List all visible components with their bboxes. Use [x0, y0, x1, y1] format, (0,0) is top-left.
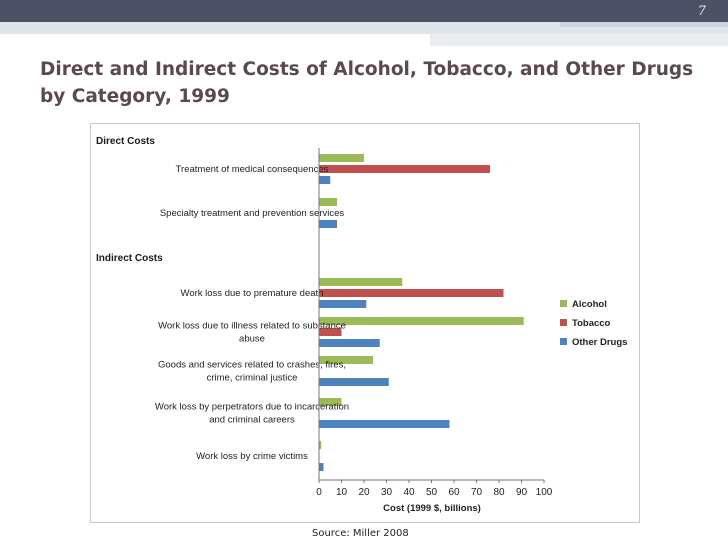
legend-label: Alcohol	[572, 299, 607, 310]
bar-other-drugs	[319, 220, 337, 228]
bar-tobacco	[319, 165, 490, 173]
x-tick-label: 70	[471, 487, 483, 498]
legend-label: Tobacco	[572, 318, 611, 329]
category-label: Work loss due to premature death	[181, 288, 324, 299]
bar-other-drugs	[319, 339, 380, 347]
x-tick-label: 0	[316, 487, 322, 498]
x-tick-label: 80	[493, 487, 505, 498]
category-label: crime, criminal justice	[207, 373, 298, 384]
x-tick-label: 40	[403, 487, 415, 498]
x-tick-label: 20	[358, 487, 370, 498]
group-label: Direct Costs	[96, 136, 155, 147]
bar-other-drugs	[319, 176, 331, 184]
x-tick-label: 100	[536, 487, 553, 498]
bar-other-drugs	[319, 420, 450, 428]
category-label: Work loss by crime victims	[196, 451, 308, 462]
bar-tobacco	[319, 289, 504, 297]
slide-title: Direct and Indirect Costs of Alcohol, To…	[40, 59, 694, 107]
bar-alcohol	[319, 356, 373, 364]
category-label: and criminal careers	[209, 415, 295, 426]
bar-alcohol	[319, 398, 342, 406]
cost-bar-chart: Direct Costs Indirect Costs Treatment of …	[90, 123, 640, 523]
bar-tobacco	[319, 328, 342, 336]
category-label: Goods and services related to crashes, f…	[158, 360, 346, 371]
slide-header-bar	[0, 0, 728, 22]
bar-alcohol	[319, 441, 322, 449]
x-tick-label: 50	[426, 487, 438, 498]
x-tick-label: 60	[448, 487, 460, 498]
bar-other-drugs	[319, 463, 324, 471]
bar-alcohol	[319, 198, 337, 206]
x-tick-label: 10	[336, 487, 348, 498]
slide-number: 7	[697, 4, 706, 19]
header-stripe-lower	[430, 34, 728, 46]
legend-label: Other Drugs	[572, 337, 627, 348]
header-stripe-accent	[560, 22, 728, 27]
category-label: Specialty treatment and prevention servi…	[160, 208, 345, 219]
legend-swatch	[560, 300, 567, 307]
bar-alcohol	[319, 278, 403, 286]
x-axis-title: Cost (1999 $, billions)	[383, 503, 481, 514]
x-tick-label: 90	[516, 487, 528, 498]
category-label: Treatment of medical consequences	[176, 164, 329, 175]
source-note: Source: Miller 2008	[312, 528, 409, 539]
category-label: abuse	[239, 334, 265, 345]
bar-other-drugs	[319, 378, 389, 386]
group-label: Indirect Costs	[96, 253, 163, 264]
bar-alcohol	[319, 317, 524, 325]
category-label: Work loss by perpetrators due to incarce…	[155, 402, 349, 413]
header-stripe	[0, 22, 728, 34]
legend-swatch	[560, 319, 567, 326]
category-label: Work loss due to illness related to subs…	[158, 321, 346, 332]
x-tick-label: 30	[381, 487, 393, 498]
bar-other-drugs	[319, 300, 367, 308]
legend-swatch	[560, 338, 567, 345]
bar-alcohol	[319, 154, 364, 162]
